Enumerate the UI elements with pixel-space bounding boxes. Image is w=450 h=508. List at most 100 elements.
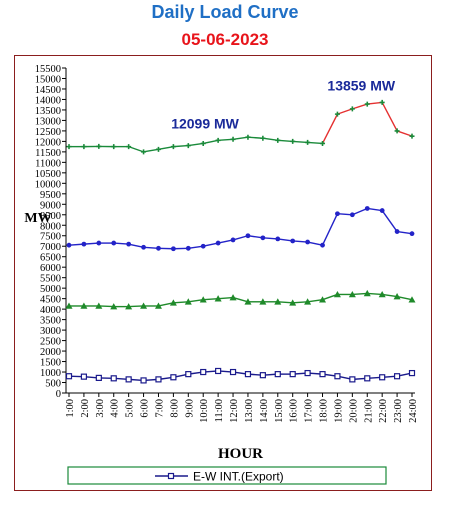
- series-ew-point: [215, 367, 222, 375]
- series-ew-point: [140, 377, 147, 384]
- series-ew-point: [244, 371, 252, 378]
- series-s3-point: [319, 296, 327, 303]
- series-s3-segment: [277, 301, 293, 304]
- y-tick-label: 15000: [35, 74, 61, 85]
- series-s3-point: [169, 299, 177, 306]
- y-tick-label: 6000: [40, 263, 61, 274]
- series-s2-segment: [396, 230, 413, 235]
- series-s3-point: [378, 290, 386, 298]
- series-s2-segment: [203, 242, 219, 247]
- legend-label: E-W INT.(Export): [193, 470, 284, 484]
- series-s2-point: [66, 242, 72, 248]
- x-tick-label: 10:00: [199, 399, 210, 423]
- y-tick-label: 14500: [35, 85, 61, 96]
- y-tick-label: 9000: [40, 200, 61, 211]
- series-s2-point: [349, 212, 355, 218]
- series-ew-point: [364, 375, 371, 382]
- series-s2-point: [394, 229, 400, 234]
- series-s2-point: [126, 241, 132, 247]
- series-s3-segment: [382, 293, 398, 298]
- series-s2-segment: [321, 213, 339, 246]
- legend-marker: [167, 472, 175, 480]
- series-s2-segment: [128, 243, 144, 248]
- series-ew-point: [289, 371, 296, 378]
- series-s2-segment: [292, 240, 308, 243]
- series-ew-point: [274, 371, 281, 378]
- chart-date: 05-06-2023: [181, 30, 269, 49]
- series-ew-point: [379, 374, 386, 381]
- series-s3-segment: [307, 299, 323, 303]
- series-total-point: [66, 144, 72, 150]
- y-tick-label: 4500: [40, 295, 61, 306]
- y-tick-label: 10000: [35, 179, 61, 190]
- series-s3-segment: [173, 301, 189, 304]
- series-s3-segment: [352, 292, 368, 296]
- y-tick-label: 13500: [35, 106, 61, 117]
- series-ew-point: [95, 374, 102, 382]
- series-s2-point: [156, 245, 161, 251]
- series-s2-point: [275, 236, 281, 242]
- x-tick-label: 16:00: [289, 399, 300, 423]
- series-s3-segment: [188, 299, 204, 303]
- y-tick-label: 2000: [40, 347, 61, 358]
- x-tick-label: 21:00: [363, 399, 374, 423]
- series-s2-segment: [277, 238, 293, 242]
- series-s2-point: [364, 206, 370, 211]
- series-s2-point: [215, 240, 221, 246]
- series-s2-segment: [68, 243, 84, 246]
- y-tick-label: 5500: [40, 274, 61, 285]
- x-tick-label: 6:00: [140, 399, 151, 418]
- series-ew-point: [259, 372, 266, 379]
- y-tick-label: 500: [45, 379, 61, 390]
- y-tick-label: 6500: [40, 253, 61, 264]
- series-s3-point: [259, 298, 267, 305]
- series-s2-segment: [247, 235, 263, 239]
- series-total-point: [245, 134, 251, 140]
- series-s3-segment: [203, 297, 219, 301]
- series-s3-segment: [98, 305, 114, 308]
- series-s3-point: [229, 294, 237, 301]
- series-s2-point: [409, 231, 415, 237]
- series-total-segment: [337, 108, 353, 115]
- series-total-point: [155, 146, 161, 152]
- series-ew-point: [65, 373, 73, 380]
- series-s2-point: [305, 239, 311, 245]
- series-s3-point: [333, 290, 341, 298]
- series-ew-point: [229, 368, 237, 376]
- series-ew-point: [408, 369, 416, 377]
- series-total-point: [170, 144, 176, 150]
- x-tick-label: 7:00: [154, 399, 165, 418]
- series-ew-point: [200, 368, 207, 376]
- series-total-point: [334, 111, 340, 117]
- series-s3-point: [110, 303, 118, 310]
- y-tick-label: 11000: [35, 158, 61, 169]
- series-s2-segment: [217, 239, 234, 244]
- series-s3-point: [214, 295, 222, 302]
- series-total-point: [349, 106, 355, 112]
- series-s3-segment: [158, 302, 174, 307]
- series-s2-point: [245, 233, 251, 239]
- series-s3-point: [140, 302, 148, 309]
- series-total-point: [290, 138, 296, 144]
- series-s2-segment: [113, 242, 129, 245]
- series-s2-point: [96, 240, 102, 246]
- series-s2-point: [290, 238, 296, 244]
- y-tick-label: 11500: [35, 148, 61, 159]
- y-tick-label: 8000: [40, 221, 61, 232]
- y-tick-label: 12000: [35, 137, 61, 148]
- legend-box: [67, 466, 387, 485]
- series-total-point: [215, 137, 221, 143]
- series-ew-point: [125, 376, 132, 383]
- series-total-point: [275, 137, 281, 143]
- series-s3-segment: [232, 296, 249, 303]
- series-ew-point: [393, 373, 401, 380]
- series-s3-point: [95, 302, 103, 309]
- series-total-segment: [396, 130, 413, 137]
- x-tick-label: 9:00: [184, 399, 195, 418]
- x-axis-label: HOUR: [218, 446, 263, 462]
- x-tick-label: 17:00: [304, 399, 315, 423]
- series-s3-point: [244, 298, 252, 305]
- series-s2-point: [81, 241, 87, 247]
- y-tick-label: 4000: [40, 305, 61, 316]
- y-tick-label: 8500: [40, 211, 61, 222]
